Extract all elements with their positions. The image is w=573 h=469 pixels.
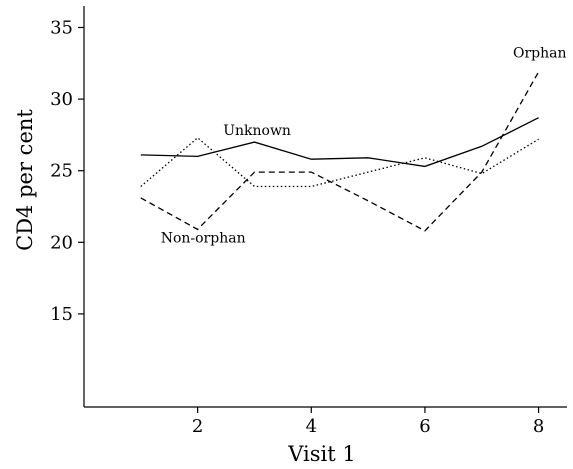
series-line-unknown — [140, 117, 539, 168]
series-line-non-orphan — [140, 136, 539, 188]
y-tick-label: 35 — [50, 17, 73, 38]
series-label-non-orphan: Non-orphan — [161, 230, 246, 246]
ticks: 2 4 6 8 15 20 25 30 35 — [50, 17, 544, 437]
y-tick-label: 25 — [50, 161, 73, 182]
x-tick-label: 2 — [192, 416, 203, 437]
series-label-orphan: Orphan — [513, 46, 567, 62]
series-line-orphan — [140, 71, 540, 232]
x-tick-label: 4 — [306, 416, 317, 437]
y-tick-label: 20 — [50, 232, 73, 253]
x-tick-label: 8 — [533, 416, 544, 437]
series-label-unknown: Unknown — [223, 123, 291, 139]
x-tick-label: 6 — [419, 416, 430, 437]
y-tick-label: 15 — [50, 304, 73, 325]
y-axis-title: CD4 per cent — [13, 109, 37, 251]
x-axis-title: Visit 1 — [287, 442, 355, 466]
series-lines — [140, 71, 540, 232]
series-labels: Unknown Orphan Non-orphan — [161, 46, 567, 247]
axes — [83, 6, 567, 408]
y-tick-label: 30 — [50, 89, 73, 110]
